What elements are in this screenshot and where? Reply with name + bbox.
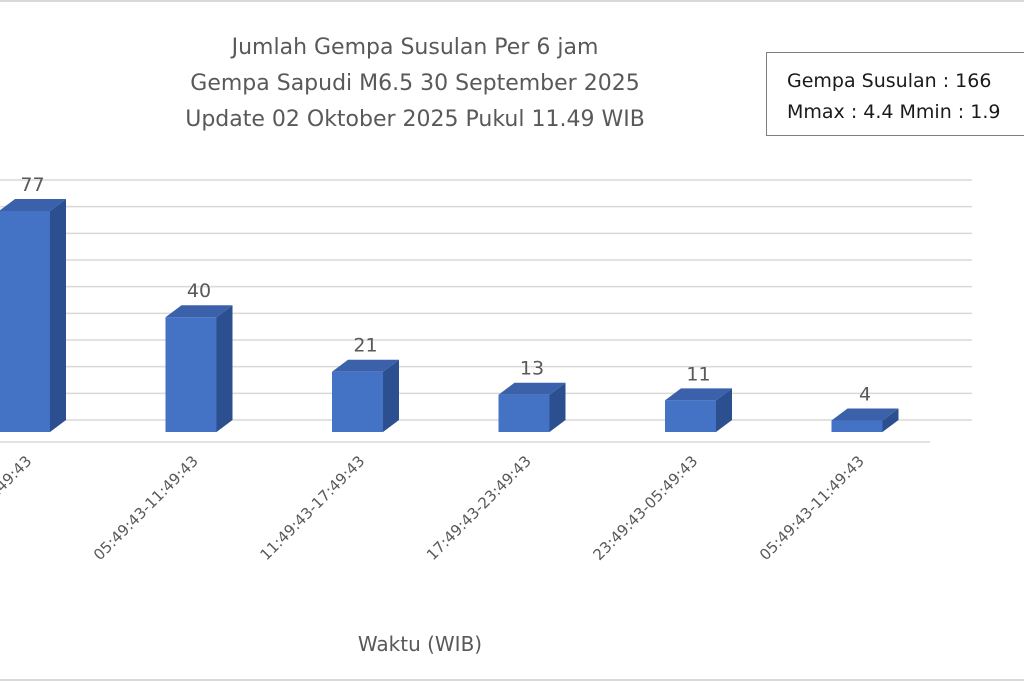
data-label: 13 (520, 358, 544, 380)
chart-title-line-1: Jumlah Gempa Susulan Per 6 jam (231, 35, 599, 60)
x-tick-label: 23:49:43-05:49:43 (589, 452, 701, 564)
bar (165, 317, 217, 432)
data-label: 4 (859, 384, 871, 406)
bar-side (549, 382, 566, 432)
bar-top (831, 408, 899, 421)
bar-top (665, 388, 732, 401)
bar-top (498, 382, 566, 395)
bar (0, 211, 50, 432)
x-tick-label: 23:49:43-05:49:43 (0, 452, 35, 564)
bar-side (882, 408, 899, 432)
chart-title-line-3: Update 02 Oktober 2025 Pukul 11.49 WIB (185, 107, 645, 132)
data-label: 21 (353, 335, 377, 357)
bar-side (383, 359, 399, 432)
bar-top (165, 305, 233, 318)
x-tick-label: 17:49:43-23:49:43 (423, 452, 535, 564)
bar (332, 371, 383, 432)
info-magnitude-range: Mmax : 4.4 Mmin : 1.9 (787, 101, 1001, 123)
bottom-border (0, 679, 1024, 681)
x-tick-label: 05:49:43-11:49:43 (756, 452, 868, 564)
bar-top (0, 199, 66, 212)
bar-side (216, 305, 233, 432)
bar-side (50, 199, 66, 432)
info-box: Gempa Susulan : 166 Mmax : 4.4 Mmin : 1.… (766, 52, 1024, 136)
x-tick-label: 11:49:43-17:49:43 (256, 452, 368, 564)
bar-top (332, 359, 399, 372)
data-label: 40 (187, 280, 211, 302)
bar (831, 420, 883, 432)
data-label: 77 (20, 174, 44, 196)
info-aftershock-count: Gempa Susulan : 166 (787, 70, 992, 92)
bar-side (716, 388, 732, 432)
bar (665, 400, 716, 432)
chart-title: Jumlah Gempa Susulan Per 6 jam Gempa Sap… (90, 30, 740, 138)
bar (498, 394, 550, 432)
data-label: 11 (686, 363, 710, 385)
top-border (0, 0, 1024, 2)
x-axis-title: Waktu (WIB) (357, 632, 483, 656)
x-tick-label: 05:49:43-11:49:43 (90, 452, 202, 564)
chart-title-line-2: Gempa Sapudi M6.5 30 September 2025 (190, 71, 640, 96)
